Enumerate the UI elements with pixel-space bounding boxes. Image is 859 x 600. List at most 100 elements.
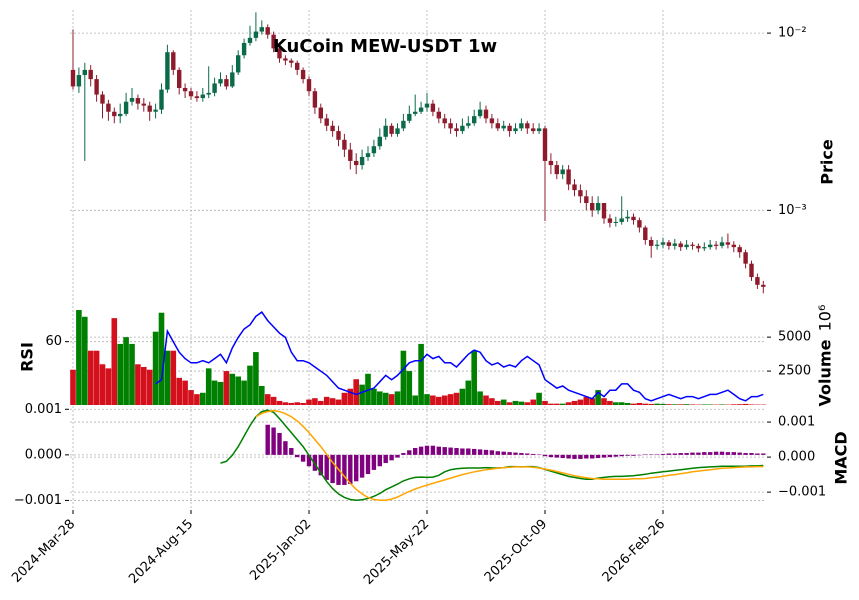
macd-histogram-bar [761,453,766,455]
candle-body [413,111,418,114]
macd-histogram-bar [607,454,613,458]
volume-bar [577,399,584,405]
y-tick-label: 10⁻³ [778,203,807,218]
volume-bar [642,403,649,405]
macd-histogram-bar [525,453,530,455]
macd-histogram-bar [442,447,447,455]
volume-bar [200,392,206,405]
volume-bar [323,396,330,405]
candle-body [654,244,660,246]
volume-bar [259,386,265,405]
candle-body [525,123,530,129]
macd-histogram-bar [743,453,748,455]
volume-bar [353,379,359,405]
macd-histogram-bar [407,450,412,455]
volume-bar [601,398,607,405]
x-tick-label: 2025-Oct-09 [482,517,550,585]
candle-body [200,94,205,99]
macd-histogram-bar [306,454,312,467]
candle-body [224,79,229,87]
volume-bar [377,391,383,405]
volume-bar [158,312,165,405]
candle-body [725,242,731,245]
macd-histogram-bar [542,454,548,457]
macd-histogram-bar [354,454,359,482]
volume-bar [518,401,525,405]
volume-bar [194,394,200,405]
volume-bar [146,369,153,405]
x-tick-label: 2024-Aug-15 [126,517,196,587]
volume-bar [312,398,318,405]
macd-histogram-bar [755,453,760,455]
volume-bar [589,398,595,405]
volume-bar [583,396,590,405]
candle-body [236,55,241,73]
candle-body [371,146,377,154]
chart-title: KuCoin MEW-USDT 1w [273,36,497,57]
volume-bar [748,404,755,405]
y-tick-label: 5000 [778,330,811,345]
volume-bar [176,377,182,405]
candle-body [153,109,158,112]
candle-body [472,116,477,124]
y-tick-label: 0.001 [25,402,62,417]
candle-body [165,52,170,90]
volume-bar [424,394,430,405]
candle-body [560,169,565,175]
macd-histogram-bar [495,451,500,455]
volume-bar [441,395,448,405]
macd-histogram-bar [289,448,294,455]
candle-body [690,244,695,246]
macd-histogram-bar [359,454,365,478]
volume-bar [217,381,224,405]
y-tick-label: −0.001 [778,485,826,500]
volume-bar [436,396,442,405]
volume-bar [241,380,247,405]
macd-histogram-bar [590,454,595,459]
candle-body [601,202,607,219]
macd-histogram-bar [554,454,559,458]
macd-histogram-bar [483,449,489,455]
candle-body [460,125,465,132]
volume-bar [707,404,713,405]
macd-histogram-bar [619,454,624,457]
candle-body [631,216,636,221]
volume-bar [677,404,684,405]
volume-bar [123,337,129,405]
candle-body [395,128,400,134]
volume-bar [542,400,548,405]
volume-bar [93,350,100,405]
candle-body [643,227,648,241]
candle-body [531,128,536,132]
macd-histogram-bar [713,451,719,455]
volume-bar [300,402,306,405]
candle-body [295,62,300,70]
candle-body [389,125,394,134]
candle-body [401,120,406,129]
volume-bar [500,399,507,405]
macd-histogram-bar [702,452,707,455]
macd-histogram-bar [401,453,406,455]
macd-histogram-bar [601,454,607,458]
candle-body [595,202,601,211]
volume-axis-label: Volume [816,339,835,406]
macd-histogram-bar [578,454,583,459]
volume-bar [371,388,377,405]
candle-body [306,79,312,92]
macd-histogram-bar [324,454,329,480]
macd-histogram-bar [531,453,536,455]
candle-body [554,165,559,175]
candle-body [212,83,217,93]
volume-bar [294,402,300,405]
macd-histogram-bar [696,452,701,455]
volume-bar [506,402,513,405]
volume-bar [666,404,672,405]
candle-body [702,247,707,249]
macd-histogram-bar [731,452,736,455]
candle-body [318,107,323,119]
volume-bar [335,399,342,405]
candle-body [271,34,276,49]
volume-bar [742,403,749,405]
volume-bar [229,373,236,405]
candle-body [106,103,111,112]
